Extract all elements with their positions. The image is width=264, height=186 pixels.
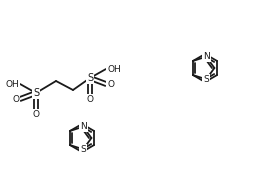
Text: OH: OH (5, 79, 19, 89)
Text: S: S (87, 73, 93, 83)
Text: O: O (12, 94, 19, 103)
Text: N: N (203, 52, 210, 61)
Text: O: O (107, 79, 114, 89)
Text: S: S (33, 88, 39, 98)
Text: O: O (32, 110, 40, 119)
Text: N: N (80, 122, 87, 131)
Text: OH: OH (107, 65, 121, 73)
Text: S: S (203, 75, 209, 84)
Text: S: S (80, 145, 86, 154)
Text: O: O (87, 95, 93, 104)
